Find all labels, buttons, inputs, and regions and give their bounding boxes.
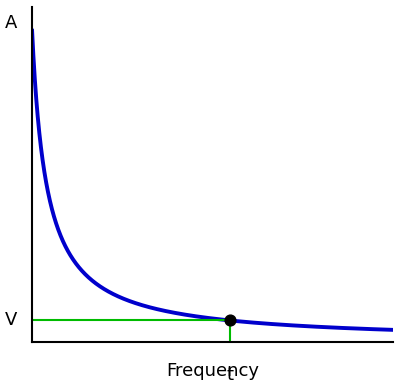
- Text: V: V: [5, 312, 17, 329]
- Text: t: t: [227, 365, 234, 384]
- Point: [227, 317, 234, 324]
- X-axis label: Frequency: Frequency: [166, 362, 259, 379]
- Text: A: A: [5, 14, 17, 32]
